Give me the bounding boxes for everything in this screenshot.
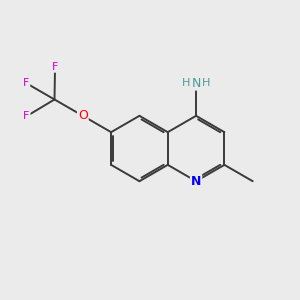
Text: O: O bbox=[78, 109, 88, 122]
Text: N: N bbox=[191, 175, 201, 188]
Text: F: F bbox=[52, 62, 58, 72]
Text: H: H bbox=[201, 77, 210, 88]
Text: N: N bbox=[191, 76, 201, 90]
Text: F: F bbox=[23, 111, 30, 121]
Text: H: H bbox=[182, 77, 191, 88]
Text: F: F bbox=[23, 78, 29, 88]
